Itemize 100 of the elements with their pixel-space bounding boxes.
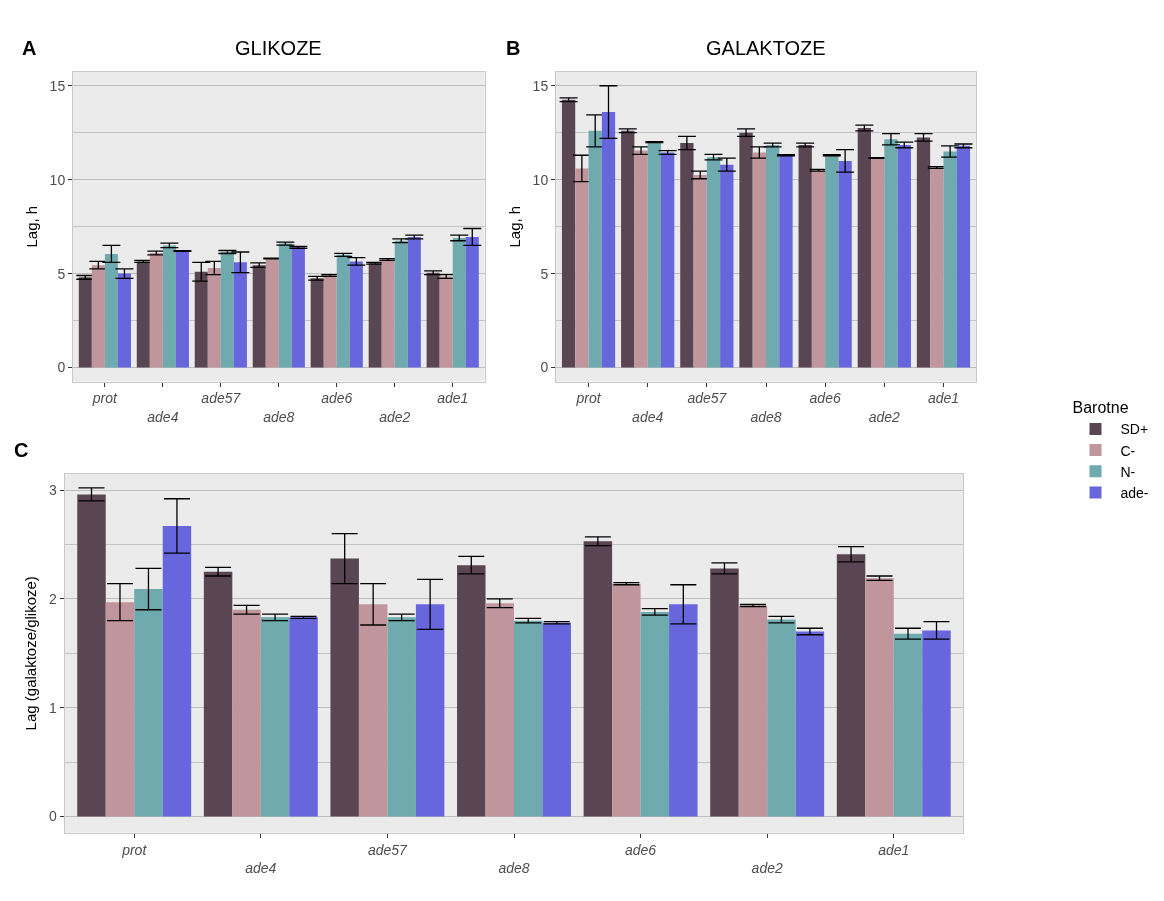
bar <box>77 494 106 817</box>
x-tick-label: ade57 <box>201 390 242 407</box>
bar <box>323 275 337 368</box>
bar <box>514 620 543 817</box>
bar <box>669 604 698 817</box>
x-tick-label: ade2 <box>379 408 411 425</box>
bar <box>162 245 176 368</box>
x-tick-label: prot <box>91 390 119 407</box>
bar <box>289 617 318 817</box>
bar <box>893 633 923 817</box>
bar <box>349 261 363 368</box>
bar <box>916 137 931 368</box>
bar <box>922 630 951 817</box>
y-tick-label: 5 <box>57 265 66 282</box>
bar <box>706 157 721 368</box>
bar <box>588 130 602 368</box>
bar <box>426 272 440 368</box>
y-axis-title: Lag (galaktoze/glikoze) <box>22 576 40 731</box>
bar <box>278 243 292 368</box>
y-tick-label: 10 <box>532 171 549 188</box>
bar <box>394 240 408 368</box>
bar <box>252 265 266 368</box>
bar <box>897 144 911 368</box>
bar <box>766 144 780 368</box>
chart-title: GALAKTOZE <box>706 37 826 59</box>
bar <box>439 276 453 368</box>
bar <box>465 236 479 368</box>
x-tick-label: ade4 <box>245 859 277 876</box>
bar <box>661 152 675 368</box>
bar <box>452 237 466 368</box>
bar <box>779 155 793 368</box>
y-tick-label: 15 <box>49 77 66 94</box>
y-tick-label: 2 <box>49 590 57 607</box>
bar <box>720 164 734 368</box>
bar <box>838 160 852 368</box>
legend-label: N- <box>1120 463 1136 480</box>
legend-label: SD+ <box>1120 421 1149 438</box>
bar <box>134 589 163 817</box>
bar <box>310 278 324 368</box>
bar <box>265 258 279 368</box>
bar <box>798 144 812 368</box>
y-tick-label: 15 <box>532 77 549 94</box>
bar <box>330 558 359 817</box>
x-tick-label: ade8 <box>750 408 782 425</box>
bar <box>601 112 616 368</box>
bar <box>457 565 486 817</box>
y-tick-label: 1 <box>49 699 57 716</box>
x-tick-label: ade1 <box>878 841 910 858</box>
text: B <box>506 37 521 59</box>
x-tick-label: ade8 <box>498 859 530 876</box>
bar <box>104 253 118 368</box>
x-tick-label: ade6 <box>809 390 841 407</box>
bar <box>291 247 305 368</box>
bar <box>738 605 768 817</box>
bar <box>956 145 971 368</box>
bar <box>693 174 707 368</box>
bar <box>220 252 234 368</box>
bar <box>930 167 944 368</box>
bar <box>78 277 92 368</box>
bar <box>561 99 576 368</box>
y-axis-title: Lag, h <box>505 205 523 248</box>
text: A <box>22 37 37 59</box>
bar <box>680 143 694 368</box>
x-tick-label: ade1 <box>927 390 960 407</box>
y-tick-label: 5 <box>540 265 549 282</box>
x-tick-label: ade8 <box>263 408 295 425</box>
bar <box>612 583 641 817</box>
bar <box>358 604 388 817</box>
bar <box>415 604 445 817</box>
x-tick-label: ade2 <box>868 408 901 425</box>
bar <box>162 525 192 817</box>
x-tick-label: prot <box>121 841 148 858</box>
legend-label: C- <box>1120 442 1136 459</box>
chart-title: GLIKOZE <box>235 37 322 59</box>
y-tick-label: 0 <box>49 808 57 825</box>
bar <box>583 541 613 817</box>
bar <box>136 261 150 368</box>
bar <box>381 259 395 368</box>
x-tick-label: ade4 <box>632 408 664 425</box>
bar <box>91 265 105 368</box>
bar <box>203 571 233 817</box>
bar <box>825 155 839 368</box>
bar <box>260 617 290 817</box>
y-tick-label: 10 <box>49 171 66 188</box>
bar <box>194 271 208 368</box>
bar <box>795 631 825 817</box>
bar <box>387 617 416 817</box>
x-tick-label: ade1 <box>437 390 469 407</box>
y-tick-label: 0 <box>540 359 549 376</box>
x-tick-label: ade57 <box>367 841 409 858</box>
bar <box>865 578 894 817</box>
y-tick-label: 3 <box>49 481 57 498</box>
bar <box>836 554 866 817</box>
bar <box>105 602 135 817</box>
bar <box>811 170 826 368</box>
legend-title: Barotne <box>1072 399 1129 417</box>
y-axis-title: Lag, h <box>22 205 40 248</box>
bar <box>640 611 670 817</box>
legend-label: ade- <box>1120 484 1149 501</box>
bar <box>857 128 871 368</box>
